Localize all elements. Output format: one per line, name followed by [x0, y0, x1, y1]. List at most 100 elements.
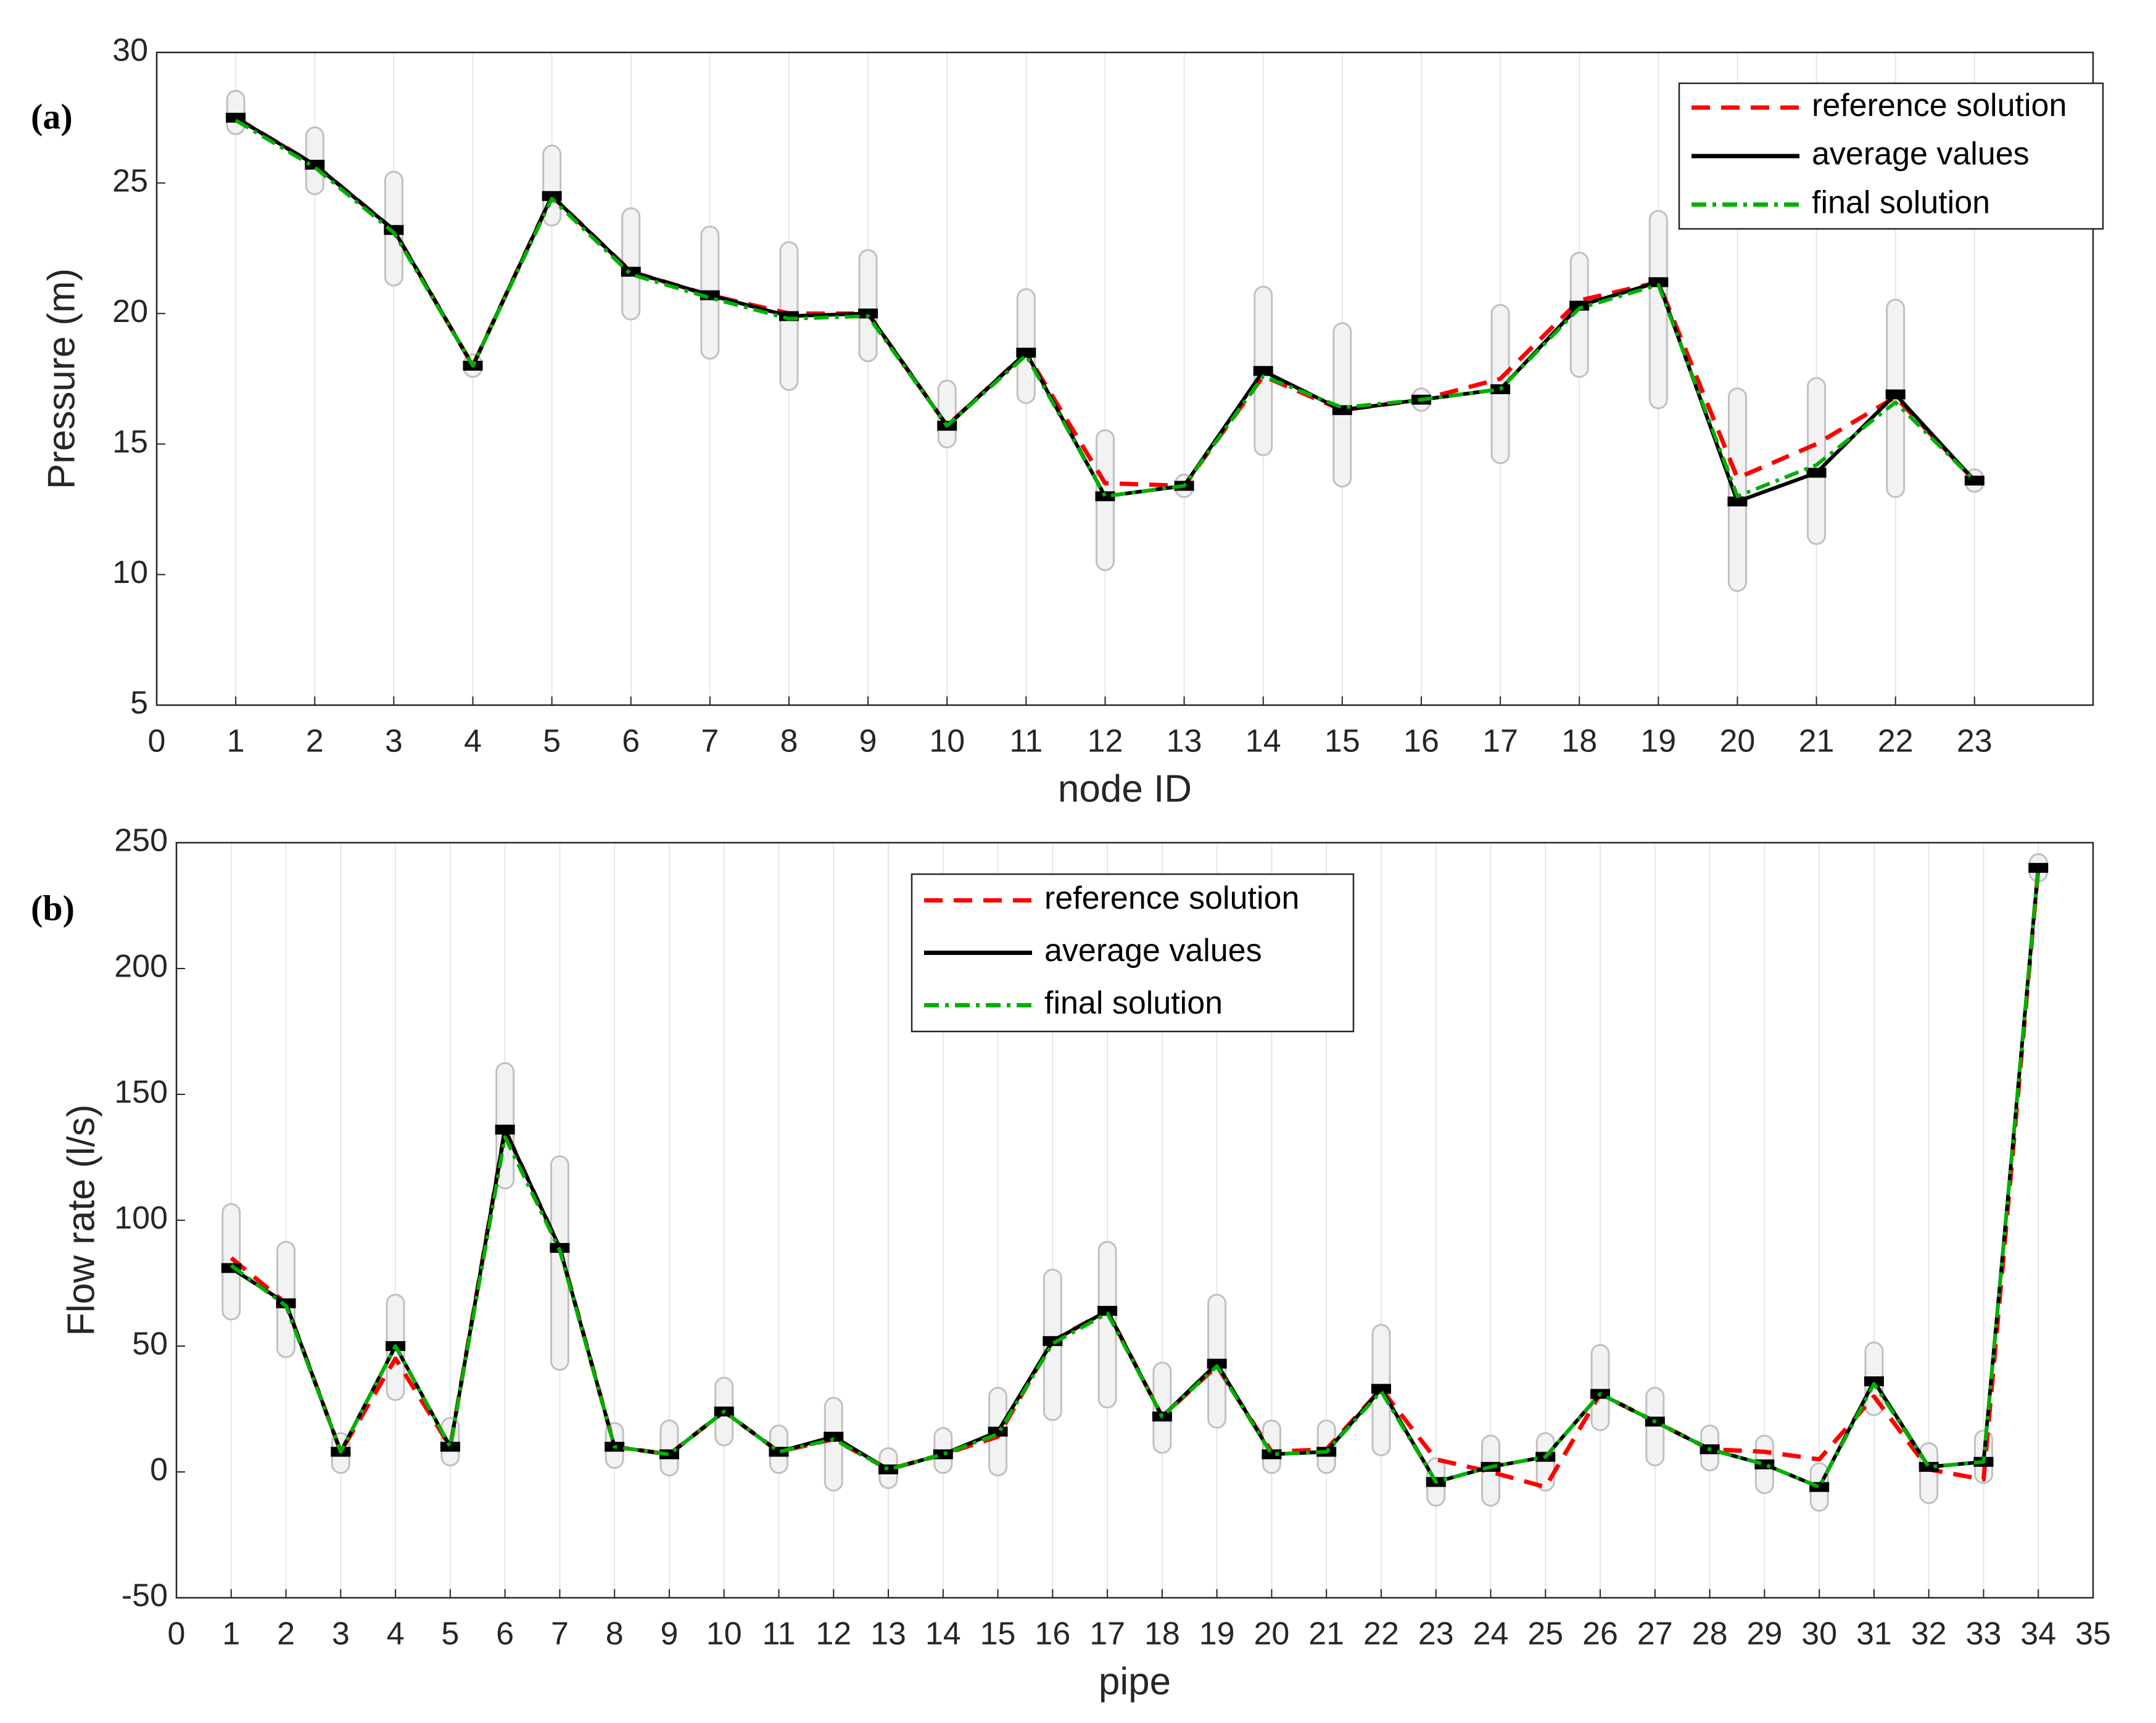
x-tick-label: 8	[606, 1616, 624, 1652]
x-tick-label: 0	[148, 724, 166, 759]
x-tick-label: 12	[816, 1616, 851, 1652]
x-tick-label: 17	[1089, 1616, 1125, 1652]
y-tick-label: 15	[112, 424, 148, 460]
x-tick-label: 11	[762, 1616, 795, 1652]
legend-label: reference solution	[1812, 88, 2067, 123]
x-tick-label: 1	[222, 1616, 240, 1652]
mean-marker	[1727, 496, 1748, 506]
x-tick-label: 10	[706, 1616, 742, 1652]
x-tick-label: 34	[2020, 1616, 2056, 1652]
sample-spread	[1590, 1344, 1610, 1431]
y-tick-label: 150	[114, 1075, 168, 1110]
x-tick-label: 13	[1167, 724, 1202, 759]
y-tick-label: 10	[112, 555, 148, 590]
y-tick-label: 5	[130, 685, 148, 721]
x-tick-label: 2	[306, 724, 324, 759]
x-tick-label: 5	[543, 724, 561, 759]
x-tick-label: 12	[1088, 724, 1123, 759]
x-tick-label: 20	[1720, 724, 1756, 759]
mean-marker	[1964, 476, 1985, 486]
x-tick-label: 24	[1473, 1616, 1509, 1652]
x-axis-label: node ID	[1058, 767, 1192, 810]
sample-spread	[226, 89, 246, 135]
x-tick-label: 3	[385, 724, 403, 759]
sample-spread	[1807, 377, 1827, 545]
x-tick-label: 32	[1911, 1616, 1947, 1652]
mean-marker	[1253, 366, 1273, 376]
x-tick-label: 11	[1009, 724, 1043, 759]
y-tick-label: 0	[150, 1452, 168, 1488]
x-tick-label: 23	[1957, 724, 1993, 759]
x-tick-label: 7	[701, 724, 719, 759]
y-axis-label: Flow rate (l/s)	[60, 1104, 102, 1336]
mean-marker	[440, 1442, 460, 1452]
sample-spread	[1535, 1432, 1555, 1492]
y-tick-label: 200	[114, 949, 168, 985]
mean-marker	[1016, 347, 1036, 358]
x-tick-label: 26	[1582, 1616, 1618, 1652]
mean-marker	[1569, 300, 1590, 311]
x-tick-label: 10	[929, 724, 965, 759]
x-tick-label: 1	[227, 724, 245, 759]
mean-marker	[226, 112, 246, 123]
series-line	[229, 867, 2041, 1489]
x-tick-label: 13	[870, 1616, 906, 1652]
mean-marker	[824, 1431, 844, 1442]
x-tick-label: 8	[780, 724, 798, 759]
mean-marker	[1885, 389, 1906, 400]
legend-label: average values	[1044, 933, 1262, 969]
x-tick-label: 30	[1801, 1616, 1837, 1652]
y-tick-label: 250	[114, 823, 168, 859]
y-tick-label: 25	[112, 163, 148, 199]
mean-marker	[1043, 1336, 1063, 1346]
sample-spread	[1648, 210, 1668, 410]
mean-marker	[1806, 468, 1827, 478]
x-tick-label: 7	[551, 1616, 569, 1652]
y-tick-label: 30	[112, 33, 148, 68]
x-tick-label: 4	[387, 1616, 405, 1652]
x-tick-label: 14	[1245, 724, 1281, 759]
x-tick-label: 31	[1856, 1616, 1892, 1652]
y-axis-label: Pressure (m)	[40, 268, 83, 489]
x-tick-label: 28	[1692, 1616, 1728, 1652]
sample-spread	[1490, 304, 1510, 465]
x-tick-label: 18	[1561, 724, 1597, 759]
x-tick-label: 21	[1308, 1616, 1344, 1652]
mean-marker	[495, 1125, 515, 1135]
y-tick-label: 50	[132, 1326, 168, 1362]
x-tick-label: 9	[660, 1616, 678, 1652]
mean-marker	[1262, 1449, 1282, 1460]
plot-frame	[175, 841, 2094, 1599]
x-tick-label: 16	[1035, 1616, 1070, 1652]
mean-marker	[878, 1464, 899, 1474]
sample-spread	[550, 1155, 569, 1371]
x-tick-label: 35	[2075, 1616, 2111, 1652]
x-tick-label: 6	[622, 724, 640, 759]
chart: 0 1 2 3 4 5 6 7 8 9 10 11 12 13 14 15 16 17 18 19 20 21 22 2351…	[31, 33, 2104, 810]
x-tick-label: 2	[277, 1616, 295, 1652]
sample-spread	[1262, 1419, 1281, 1474]
x-tick-label: 5	[441, 1616, 459, 1652]
panel-label: (a)	[31, 96, 73, 136]
x-axis-label: pipe	[1099, 1660, 1171, 1703]
legend-label: average values	[1812, 136, 2030, 172]
x-tick-label: 4	[464, 724, 482, 759]
y-tick-label: -50	[122, 1578, 168, 1614]
x-tick-label: 15	[1324, 724, 1360, 759]
x-tick-label: 20	[1254, 1616, 1290, 1652]
series-line	[230, 867, 2041, 1489]
mean-marker	[1371, 1384, 1391, 1394]
x-tick-label: 25	[1527, 1616, 1563, 1652]
sample-spread	[1016, 288, 1036, 404]
x-tick-label: 14	[925, 1616, 961, 1652]
mean-marker	[858, 308, 878, 319]
chart: 0 1 2 3 4 5 6 7 8 9 10 11 12 13 14 15 16 17 18 19 20 21 22 23 24…	[31, 823, 2111, 1703]
x-tick-label: 33	[1966, 1616, 2002, 1652]
sample-spread	[1727, 387, 1747, 592]
series-line	[234, 118, 1976, 498]
x-tick-label: 17	[1482, 724, 1518, 759]
x-tick-label: 22	[1878, 724, 1914, 759]
sample-spread	[1919, 1442, 1939, 1505]
mean-marker	[1207, 1358, 1227, 1369]
mean-marker	[1095, 491, 1115, 502]
